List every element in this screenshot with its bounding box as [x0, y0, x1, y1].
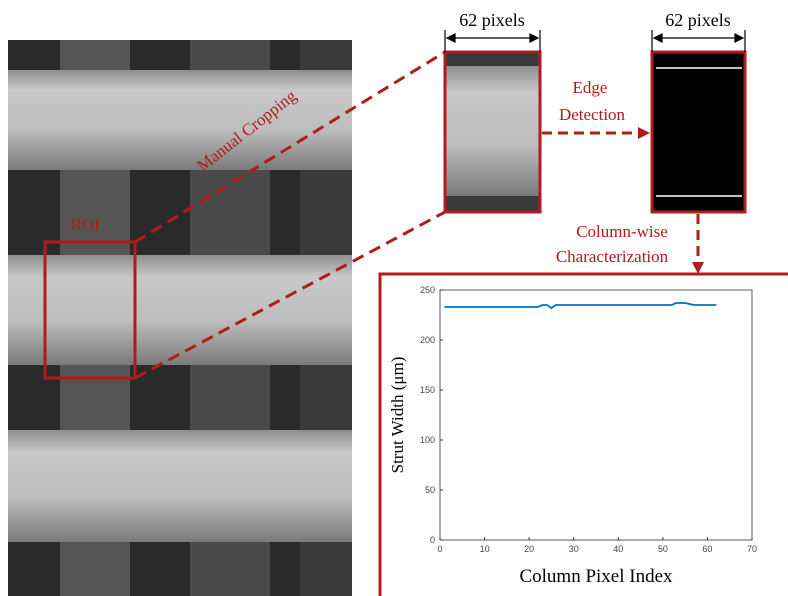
column-wise-label: Characterization [556, 247, 669, 266]
y-tick-label: 0 [430, 535, 435, 545]
width-arrows [445, 30, 745, 52]
page: ROI Manual Cropping 62 pixels 62 pixels … [0, 0, 788, 596]
edge-detection-label: Detection [559, 105, 626, 124]
edge-detection-label: Edge [573, 78, 608, 97]
plot-area [440, 290, 752, 540]
x-tick-label: 0 [437, 544, 442, 554]
x-tick-label: 40 [613, 544, 623, 554]
sem-image [8, 40, 352, 596]
x-tick-label: 50 [658, 544, 668, 554]
cropped-image [445, 52, 540, 212]
width-label: 62 pixels [665, 10, 731, 30]
edge-image [652, 52, 745, 212]
x-tick-label: 60 [702, 544, 712, 554]
y-tick-label: 50 [425, 485, 435, 495]
y-tick-label: 250 [420, 285, 435, 295]
x-tick-label: 20 [524, 544, 534, 554]
roi-label: ROI [70, 215, 100, 234]
arrow-head [692, 262, 704, 274]
y-tick-label: 150 [420, 385, 435, 395]
width-label: 62 pixels [459, 10, 525, 30]
y-tick-label: 100 [420, 435, 435, 445]
figure: ROI Manual Cropping 62 pixels 62 pixels … [0, 0, 788, 596]
x-tick-label: 10 [480, 544, 490, 554]
y-tick-label: 200 [420, 335, 435, 345]
column-wise-label: Column-wise [576, 222, 668, 241]
x-tick-label: 70 [747, 544, 757, 554]
x-axis-label: Column Pixel Index [519, 566, 673, 587]
arrow-head [638, 127, 650, 139]
y-axis-label: Strut Width (μm) [388, 357, 407, 474]
x-tick-label: 30 [569, 544, 579, 554]
